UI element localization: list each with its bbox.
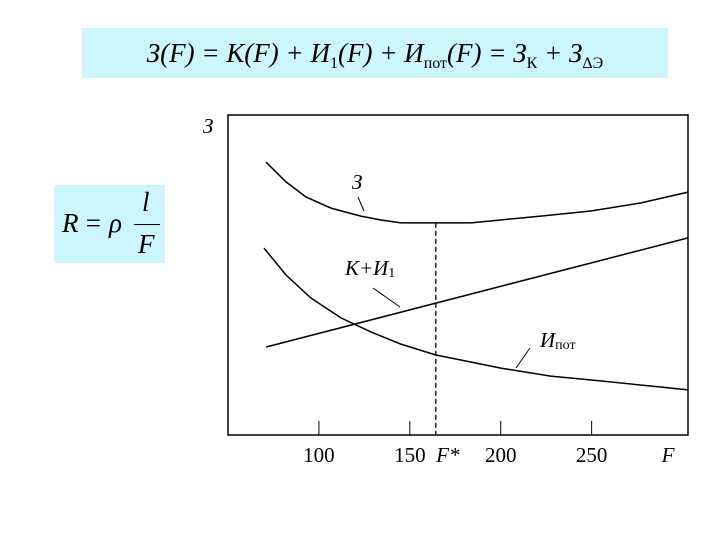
x-axis-label: F [661,443,675,467]
series-line [265,237,689,348]
formula-part: ) = К( [185,38,254,68]
formula-part: F [169,38,186,68]
formula-part: ( [337,38,347,68]
formula-part: F [456,38,473,68]
formula-part: пот [423,55,448,72]
formula-part: F [346,38,364,68]
formula-part: ( [447,38,457,68]
x-tick-label: 150 [394,443,426,467]
y-axis-label: З [203,114,213,138]
x-tick-label: 200 [485,443,517,467]
formula-part: + З [537,38,583,68]
series-name: З [352,170,362,194]
leader [372,287,401,308]
formula-part: ΔЭ [582,55,604,72]
resistance-formula: R = ρ l F [54,185,165,263]
formula-part: l [142,187,150,217]
formula-part: ) + И [269,38,330,68]
cost-formula: З(F) = К(F) + И1(F) + Ипот(F) = ЗК + ЗΔЭ [82,28,668,78]
formula-part: 1 [329,55,338,72]
series-label: З [352,170,362,194]
formula-part: = ρ [84,208,122,238]
series-line [263,247,689,391]
formula-part: К [526,55,538,72]
formula-part: ) = З [472,38,527,68]
leader [357,196,365,212]
formula-part: ) + И [363,38,424,68]
plot-frame [227,114,689,436]
series-subscript: пот [555,338,575,353]
formula-part: З( [146,38,170,68]
series-label: К+И1 [344,256,395,281]
x-tick-label: 100 [303,443,335,467]
formula-part: F [138,229,155,259]
series-label: Ипот [539,328,576,353]
series-name: И [539,328,557,352]
x-tick-label: 250 [576,443,608,467]
fraction-bar [134,224,160,225]
series-subscript: 1 [388,266,395,281]
leader [515,347,531,369]
series-line [265,161,689,224]
formula-part: F [253,38,270,68]
optimum-label: F* [435,443,460,467]
series-name: К+И [344,256,390,280]
formula-part: R [62,208,79,238]
